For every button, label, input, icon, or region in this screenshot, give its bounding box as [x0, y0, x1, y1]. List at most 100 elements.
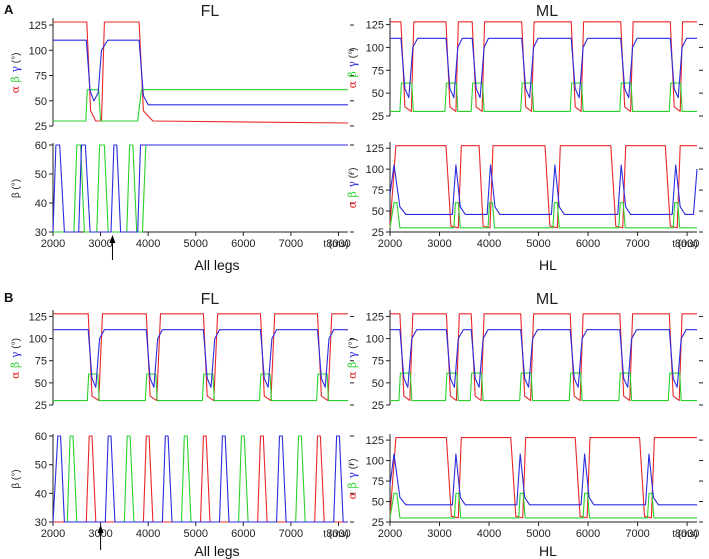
- series-line-2: [389, 453, 697, 506]
- y-tick-label: 25: [35, 121, 47, 133]
- arrow-head: [97, 525, 104, 533]
- x-axis-label: t (ms): [323, 529, 349, 540]
- y-tick-label: 50: [35, 460, 47, 472]
- y-tick-label: 25: [372, 227, 384, 239]
- chart-B-ML-angles: 25 50 75 100 125 α β γ (°): [346, 310, 703, 412]
- y-tick-label: 50: [372, 497, 384, 509]
- arrow-head: [109, 235, 116, 243]
- y-tick-label: 25: [35, 400, 47, 412]
- y-tick-label: 100: [29, 45, 47, 57]
- panel-a-fl-title: FL: [201, 3, 220, 20]
- x-tick-label: 8000: [326, 238, 350, 250]
- series-line-0: [389, 145, 697, 229]
- x-tick-label: 5000: [183, 528, 207, 540]
- x-axis-label: t (ms): [323, 239, 349, 250]
- x-tick-label: 7000: [625, 238, 649, 250]
- y-tick-label: 30: [35, 227, 47, 239]
- y-tick-label: 25: [372, 111, 384, 123]
- plots-layer: 25 50 75 100 125 α β γ (°) 30 40 50 60 2000 3000 400…: [9, 18, 703, 550]
- series-line-2: [53, 39, 348, 106]
- y-axis-label: α β γ (°): [346, 48, 359, 89]
- x-tick-label: 2000: [378, 528, 402, 540]
- y-tick-label: 75: [372, 65, 384, 77]
- panel-b-all-legs-label: All legs: [194, 543, 239, 559]
- chart-A-HL-angles: 25 50 75 100 125 2000 3000 4000 5000 6000 7000 8000…: [346, 142, 703, 250]
- series-line-1: [390, 82, 697, 112]
- series-line-0: [53, 313, 348, 402]
- y-tick-label: 50: [35, 96, 47, 108]
- x-tick-label: 5000: [526, 528, 550, 540]
- x-tick-label: 6000: [576, 238, 600, 250]
- x-tick-label: 3000: [88, 238, 112, 250]
- series-line-1: [52, 144, 348, 233]
- y-tick-label: 75: [372, 476, 384, 488]
- series-line-2: [52, 435, 348, 523]
- x-tick-label: 5000: [183, 238, 207, 250]
- x-tick-label: 7000: [279, 238, 303, 250]
- y-tick-label: 125: [29, 311, 47, 323]
- series-line-0: [53, 435, 348, 523]
- y-axis-label: β (°): [11, 469, 22, 488]
- x-tick-label: 6000: [576, 528, 600, 540]
- y-tick-label: 75: [35, 356, 47, 368]
- x-tick-label: 4000: [477, 528, 501, 540]
- series-line-0: [53, 144, 348, 233]
- x-axis-label: t (ms): [672, 529, 698, 540]
- x-tick-label: 2000: [41, 528, 65, 540]
- chart-A-ML-angles: 25 50 75 100 125 α β γ (°): [346, 18, 703, 123]
- panel-a-all-legs-label: All legs: [194, 257, 239, 273]
- y-axis-label: α β γ (°): [346, 168, 359, 209]
- panel-letter-a: A: [4, 2, 14, 17]
- y-tick-label: 60: [35, 140, 47, 152]
- x-tick-label: 4000: [477, 238, 501, 250]
- x-tick-label: 4000: [136, 238, 160, 250]
- x-tick-label: 3000: [427, 528, 451, 540]
- y-tick-label: 100: [366, 456, 384, 468]
- series-line-1: [53, 373, 348, 402]
- y-tick-label: 60: [35, 431, 47, 443]
- y-tick-label: 75: [372, 185, 384, 197]
- y-tick-label: 125: [366, 311, 384, 323]
- series-line-0: [53, 21, 349, 124]
- series-line-2: [390, 37, 697, 99]
- panel-letter-b: B: [4, 290, 13, 305]
- y-tick-label: 50: [372, 88, 384, 100]
- y-axis-label: α β γ (°): [346, 459, 359, 500]
- series-line-1: [53, 435, 348, 523]
- chart-B-FL-angles: 25 50 75 100 125 α β γ (°): [9, 310, 354, 412]
- panel-b-ml-title: ML: [536, 291, 558, 308]
- panel-a-hl-label: HL: [539, 257, 557, 273]
- panel-b-fl-title: FL: [201, 291, 220, 308]
- y-tick-label: 100: [366, 164, 384, 176]
- x-tick-label: 5000: [526, 238, 550, 250]
- y-tick-label: 25: [372, 400, 384, 412]
- y-tick-label: 30: [35, 517, 47, 529]
- y-tick-label: 75: [372, 356, 384, 368]
- y-tick-label: 50: [35, 378, 47, 390]
- series-line-2: [53, 329, 348, 388]
- panel-a-ml-title: ML: [536, 3, 558, 20]
- y-tick-label: 50: [372, 378, 384, 390]
- y-tick-label: 40: [35, 198, 47, 210]
- y-axis-label: α β γ (°): [9, 53, 22, 94]
- x-tick-label: 3000: [427, 238, 451, 250]
- series-line-2: [390, 329, 697, 388]
- series-line-1: [53, 89, 348, 122]
- x-tick-label: 6000: [231, 238, 255, 250]
- x-tick-label: 7000: [279, 528, 303, 540]
- series-line-0: [390, 313, 697, 402]
- x-tick-label: 7000: [625, 528, 649, 540]
- series-line-2: [389, 164, 698, 215]
- series-line-1: [390, 372, 697, 402]
- y-tick-label: 50: [372, 206, 384, 218]
- chart-A-FL-angles: 25 50 75 100 125 α β γ (°): [9, 18, 354, 133]
- series-line-1: [389, 492, 697, 519]
- y-axis-label: β (°): [11, 179, 22, 198]
- x-tick-label: 2000: [41, 238, 65, 250]
- x-tick-label: 8000: [675, 238, 699, 250]
- y-tick-label: 125: [366, 143, 384, 155]
- y-axis-label: α β γ (°): [9, 338, 22, 379]
- x-tick-label: 8000: [675, 528, 699, 540]
